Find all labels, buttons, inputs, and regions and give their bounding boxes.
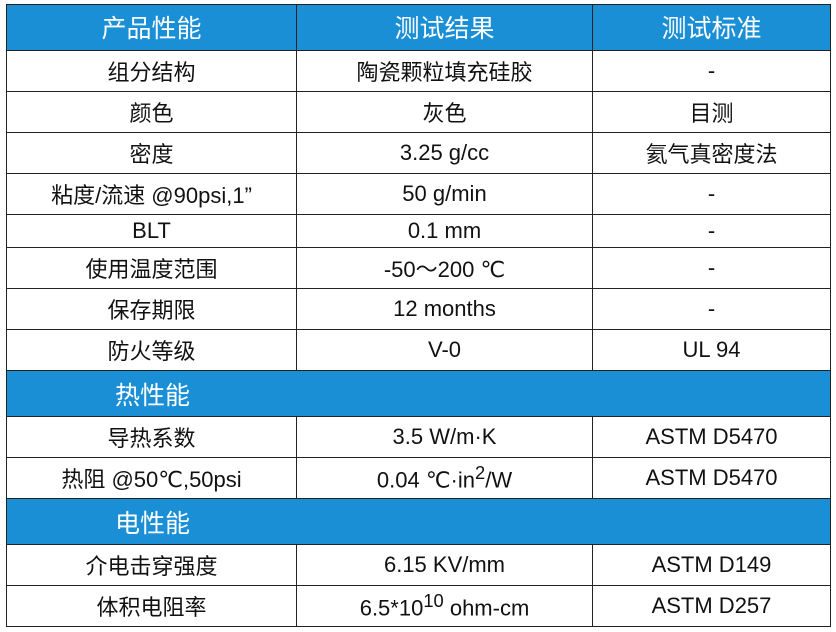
result-cell: 0.04 ℃·in2/W bbox=[296, 457, 593, 500]
standard-cell: ASTM D257 bbox=[592, 584, 831, 628]
result-base: 0.04 ℃·in bbox=[376, 467, 475, 493]
result-superscript: 10 bbox=[423, 590, 444, 612]
table-row: 粘度/流速 @90psi,1” 50 g/min - bbox=[6, 172, 831, 215]
result-superscript: 2 bbox=[475, 462, 486, 484]
table-row: 密度 3.25 g/cc 氦气真密度法 bbox=[6, 131, 831, 174]
section-thermal-title: 热性能 bbox=[6, 370, 831, 418]
result-tail: ohm-cm bbox=[443, 595, 530, 621]
table-row: 颜色 灰色 目测 bbox=[6, 90, 831, 133]
table-row: BLT 0.1 mm - bbox=[6, 213, 831, 249]
section-thermal: 热性能 bbox=[6, 370, 831, 418]
property-cell: 保存期限 bbox=[6, 288, 297, 331]
header-result: 测试结果 bbox=[296, 4, 593, 51]
header-standard: 测试标准 bbox=[592, 4, 831, 51]
table-row: 体积电阻率 6.5*1010 ohm-cm ASTM D257 bbox=[6, 584, 831, 628]
standard-cell: - bbox=[592, 172, 831, 215]
property-cell: 介电击穿强度 bbox=[6, 544, 297, 586]
property-cell: 导热系数 bbox=[6, 416, 297, 459]
property-cell: 颜色 bbox=[6, 90, 297, 133]
property-cell: 粘度/流速 @90psi,1” bbox=[6, 172, 297, 215]
table-row: 介电击穿强度 6.15 KV/mm ASTM D149 bbox=[6, 544, 831, 586]
property-cell: 热阻 @50℃,50psi bbox=[6, 457, 297, 500]
table-header: 产品性能 测试结果 测试标准 bbox=[6, 4, 831, 51]
result-cell: 3.5 W/m·K bbox=[296, 416, 593, 459]
section-electrical: 电性能 bbox=[6, 498, 831, 545]
result-cell: -50～200 ℃ bbox=[296, 247, 593, 290]
property-cell: 体积电阻率 bbox=[6, 584, 297, 628]
standard-cell: - bbox=[592, 247, 831, 290]
standard-cell: 氦气真密度法 bbox=[592, 131, 831, 174]
result-cell: 6.5*1010 ohm-cm bbox=[296, 584, 593, 628]
standard-cell: ASTM D5470 bbox=[592, 457, 831, 500]
table-row: 保存期限 12 months - bbox=[6, 288, 831, 331]
result-cell: 陶瓷颗粒填充硅胶 bbox=[296, 49, 593, 92]
result-cell: 6.15 KV/mm bbox=[296, 544, 593, 586]
property-cell: BLT bbox=[6, 213, 297, 249]
standard-cell: ASTM D149 bbox=[592, 544, 831, 586]
standard-cell: - bbox=[592, 49, 831, 92]
standard-cell: - bbox=[592, 288, 831, 331]
table-row: 导热系数 3.5 W/m·K ASTM D5470 bbox=[6, 416, 831, 459]
header-property: 产品性能 bbox=[6, 4, 297, 51]
result-cell: 3.25 g/cc bbox=[296, 131, 593, 174]
spec-table: 产品性能 测试结果 测试标准 组分结构 陶瓷颗粒填充硅胶 - 颜色 灰色 目测 … bbox=[6, 4, 831, 628]
result-tail: /W bbox=[485, 467, 513, 493]
standard-cell: UL 94 bbox=[592, 329, 831, 372]
property-cell: 组分结构 bbox=[6, 49, 297, 92]
section-electrical-title: 电性能 bbox=[6, 498, 831, 545]
result-cell: 12 months bbox=[296, 288, 593, 331]
standard-cell: - bbox=[592, 213, 831, 249]
standard-cell: 目测 bbox=[592, 90, 831, 133]
table-row: 组分结构 陶瓷颗粒填充硅胶 - bbox=[6, 49, 831, 92]
table-row: 防火等级 V-0 UL 94 bbox=[6, 329, 831, 372]
result-cell: V-0 bbox=[296, 329, 593, 372]
result-cell: 0.1 mm bbox=[296, 213, 593, 249]
table-row: 使用温度范围 -50～200 ℃ - bbox=[6, 247, 831, 290]
table-row: 热阻 @50℃,50psi 0.04 ℃·in2/W ASTM D5470 bbox=[6, 457, 831, 500]
standard-cell: ASTM D5470 bbox=[592, 416, 831, 459]
property-cell: 防火等级 bbox=[6, 329, 297, 372]
property-cell: 密度 bbox=[6, 131, 297, 174]
result-cell: 50 g/min bbox=[296, 172, 593, 215]
result-cell: 灰色 bbox=[296, 90, 593, 133]
property-cell: 使用温度范围 bbox=[6, 247, 297, 290]
result-base: 6.5*10 bbox=[359, 595, 424, 621]
